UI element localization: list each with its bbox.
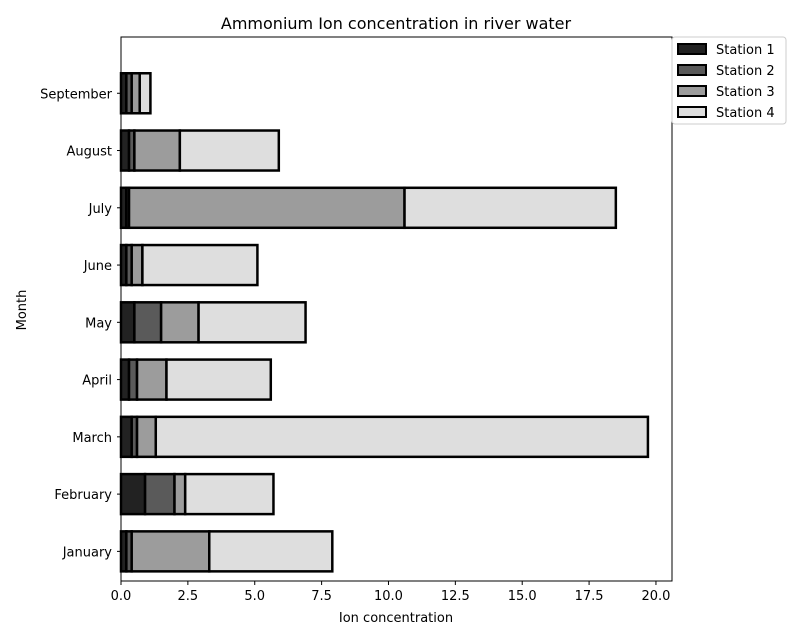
y-axis-title: Month [15,290,30,331]
bar-september-station-4 [138,72,152,115]
legend-label-station-1: Station 1 [716,43,775,58]
y-tick-label-september: September [40,87,113,102]
y-tick-label-april: April [82,374,112,389]
bar-may-station-3 [159,301,200,344]
x-axis-title: Ion concentration [339,611,453,626]
bar-march-station-3 [135,415,158,459]
bar-june-station-4 [141,243,259,287]
bar-march-station-1 [119,415,133,459]
legend-swatch-station-4 [677,106,707,118]
bar-may-station-4 [197,301,307,344]
x-tick-label: 20.0 [641,589,670,604]
legend-swatch-station-1 [677,43,707,55]
x-tick-label: 10.0 [374,589,403,604]
bar-january-station-4 [208,530,334,573]
bar-march-station-4 [154,415,650,459]
bar-july-station-4 [403,186,618,230]
legend-label-station-4: Station 4 [716,106,775,121]
y-tick-label-august: August [67,145,113,160]
legend-swatch-station-3 [677,85,707,97]
bar-february-station-2 [143,472,176,516]
x-axis: 0.0 2.5 5.0 7.5 10.0 12.5 15.0 17.5 20.0 [111,581,670,604]
x-tick-label: 0.0 [111,589,132,604]
bar-august-station-4 [178,129,281,172]
bar-july-station-3 [127,186,406,230]
x-tick-label: 17.5 [575,589,604,604]
bar-february-station-1 [119,472,147,516]
y-tick-label-february: February [54,488,112,503]
bar-may-station-2 [133,301,163,344]
bar-april-station-3 [135,358,168,401]
bar-february-station-3 [173,472,187,516]
legend-swatch-station-2 [677,64,707,76]
bar-august-station-3 [133,129,182,172]
x-tick-label: 7.5 [311,589,332,604]
y-tick-label-may: May [85,316,112,331]
y-tick-label-january: January [62,545,113,560]
x-tick-label: 12.5 [441,589,470,604]
plot-area-frame [120,36,673,582]
legend-label-station-2: Station 2 [716,64,775,79]
legend-label-station-3: Station 3 [716,85,775,100]
y-tick-label-july: July [88,202,113,217]
bar-may-station-1 [119,301,136,344]
legend: Station 1 Station 2 Station 3 Station 4 [671,36,787,125]
legend-box [671,36,787,125]
bar-february-station-4 [183,472,275,516]
y-axis: January February March April May June July Augu… [40,87,121,560]
bars-group [119,72,650,573]
x-tick-label: 5.0 [244,589,265,604]
bar-january-station-3 [130,530,211,573]
y-tick-label-june: June [83,259,112,274]
bar-april-station-4 [165,358,273,401]
chart-title: Ammonium Ion concentration in river wate… [221,14,572,33]
x-tick-label: 2.5 [178,589,199,604]
x-tick-label: 15.0 [508,589,537,604]
bar-june-station-3 [130,243,144,287]
y-tick-label-march: March [72,431,112,446]
